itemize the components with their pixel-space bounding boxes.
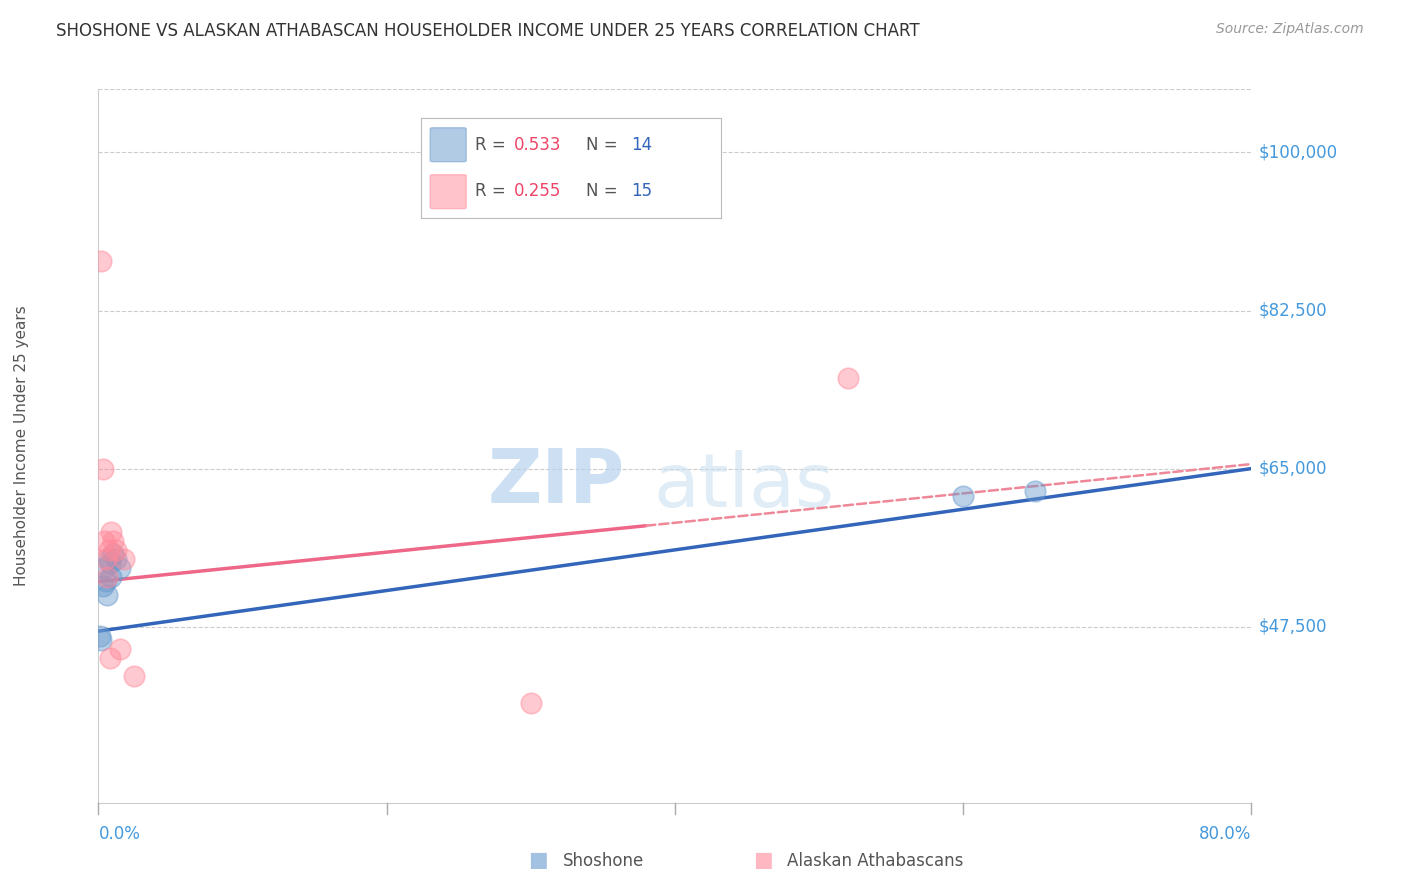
Point	[108, 561, 131, 575]
Point	[98, 651, 121, 665]
Point	[104, 542, 127, 557]
Point	[94, 552, 117, 566]
Text: Source: ZipAtlas.com: Source: ZipAtlas.com	[1216, 22, 1364, 37]
Text: R =: R =	[475, 136, 512, 153]
Text: ZIP: ZIP	[488, 446, 624, 518]
FancyBboxPatch shape	[430, 175, 467, 209]
Point	[124, 669, 146, 683]
Point	[101, 548, 124, 562]
Point	[97, 552, 120, 566]
Point	[108, 642, 131, 657]
Point	[90, 633, 112, 648]
Point	[101, 533, 124, 548]
Point	[98, 557, 121, 571]
Text: ■: ■	[754, 850, 773, 870]
Text: 0.0%: 0.0%	[98, 825, 141, 843]
Point	[94, 574, 117, 589]
Point	[952, 489, 974, 503]
Point	[112, 552, 135, 566]
Text: R =: R =	[475, 182, 512, 200]
Text: $47,500: $47,500	[1258, 617, 1327, 636]
Point	[90, 253, 112, 268]
Point	[91, 461, 114, 475]
Point	[96, 570, 118, 584]
Point	[97, 542, 120, 557]
Text: atlas: atlas	[654, 450, 834, 523]
Text: $82,500: $82,500	[1258, 301, 1327, 319]
Text: 14: 14	[631, 136, 652, 153]
Point	[96, 588, 118, 602]
Text: 0.533: 0.533	[515, 136, 561, 153]
Point	[104, 552, 127, 566]
Point	[93, 533, 115, 548]
Text: 15: 15	[631, 182, 652, 200]
Text: Alaskan Athabascans: Alaskan Athabascans	[787, 852, 963, 870]
Text: $65,000: $65,000	[1258, 459, 1327, 477]
Point	[91, 579, 114, 593]
Text: N =: N =	[586, 136, 623, 153]
Point	[837, 371, 859, 385]
Point	[100, 570, 122, 584]
Point	[1024, 484, 1046, 499]
Point	[520, 697, 543, 711]
Text: $100,000: $100,000	[1258, 144, 1337, 161]
Text: 80.0%: 80.0%	[1199, 825, 1251, 843]
Text: N =: N =	[586, 182, 623, 200]
Text: Householder Income Under 25 years: Householder Income Under 25 years	[14, 306, 30, 586]
Point	[89, 629, 111, 643]
Point	[100, 524, 122, 539]
Text: Shoshone: Shoshone	[562, 852, 644, 870]
Point	[93, 561, 115, 575]
Text: SHOSHONE VS ALASKAN ATHABASCAN HOUSEHOLDER INCOME UNDER 25 YEARS CORRELATION CHA: SHOSHONE VS ALASKAN ATHABASCAN HOUSEHOLD…	[56, 22, 920, 40]
FancyBboxPatch shape	[430, 128, 467, 161]
Text: ■: ■	[529, 850, 548, 870]
Text: 0.255: 0.255	[515, 182, 561, 200]
